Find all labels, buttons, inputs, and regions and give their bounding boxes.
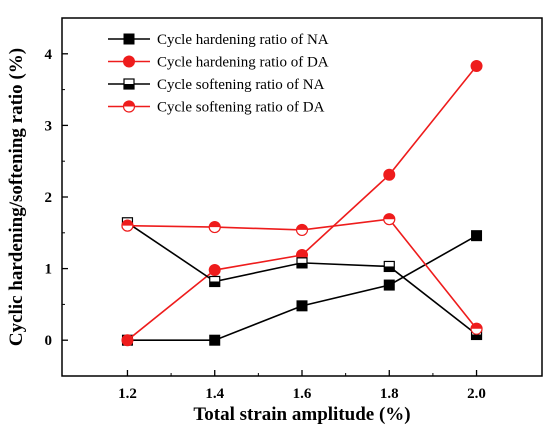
data-point <box>208 220 221 234</box>
data-point <box>383 168 396 181</box>
x-tick-label: 1.6 <box>293 386 312 402</box>
data-point <box>209 275 221 288</box>
data-point <box>470 59 483 72</box>
marker-fill <box>471 334 482 340</box>
legend-marker <box>123 78 135 90</box>
x-tick-label: 2.0 <box>467 386 486 402</box>
legend-marker <box>123 33 135 45</box>
y-tick-label: 1 <box>45 262 53 278</box>
marker-fill <box>384 266 395 272</box>
series-1 <box>121 230 483 346</box>
legend-label: Cycle hardening ratio of DA <box>157 55 329 71</box>
marker-fill <box>209 281 220 287</box>
legend-item: Cycle softening ratio of NA <box>108 77 325 93</box>
y-tick-label: 4 <box>45 47 53 63</box>
marker-fill <box>383 213 395 220</box>
y-tick-label: 3 <box>45 118 53 134</box>
marker-fill <box>121 220 133 226</box>
legend-item: Cycle hardening ratio of NA <box>108 32 329 48</box>
data-point <box>471 230 483 242</box>
series-line <box>127 222 478 336</box>
data-point <box>121 334 134 347</box>
marker-fill <box>209 221 221 228</box>
data-point <box>383 260 395 273</box>
x-tick-label: 1.2 <box>118 386 137 402</box>
marker-fill <box>297 262 307 268</box>
y-axis: 0 1 2 3 4 <box>45 17 68 377</box>
x-axis: 1.2 1.4 1.6 1.8 2.0 <box>118 370 486 402</box>
marker-fill <box>124 84 134 89</box>
y-axis-title: Cyclic hardening/softening ratio (%) <box>6 48 27 346</box>
series-layer <box>121 59 483 347</box>
data-point <box>121 219 134 232</box>
marker-fill <box>296 224 308 230</box>
legend-item: Cycle softening ratio of DA <box>108 100 325 116</box>
data-point <box>295 223 309 237</box>
y-tick-label: 2 <box>45 190 53 206</box>
series-4 <box>121 213 483 335</box>
legend-label: Cycle softening ratio of DA <box>157 100 325 116</box>
legend-label: Cycle hardening ratio of NA <box>157 32 329 48</box>
data-point <box>296 300 308 312</box>
data-point <box>296 257 308 269</box>
y-tick-label: 0 <box>45 333 53 349</box>
legend-item: Cycle hardening ratio of DA <box>108 55 329 71</box>
legend-marker <box>122 100 136 113</box>
marker-fill <box>471 323 483 329</box>
data-point <box>209 334 221 346</box>
marker-fill <box>123 101 135 107</box>
data-point <box>383 213 396 226</box>
data-point <box>383 279 395 291</box>
legend-label: Cycle softening ratio of NA <box>157 77 325 93</box>
data-point <box>208 264 221 277</box>
legend: Cycle hardening ratio of NA Cycle hardeni… <box>108 32 329 116</box>
plot-frame <box>61 17 543 377</box>
x-tick-label: 1.8 <box>380 386 399 402</box>
x-axis-title: Total strain amplitude (%) <box>193 404 410 425</box>
data-point <box>470 322 483 335</box>
legend-marker <box>123 55 135 68</box>
x-tick-label: 1.4 <box>205 386 224 402</box>
